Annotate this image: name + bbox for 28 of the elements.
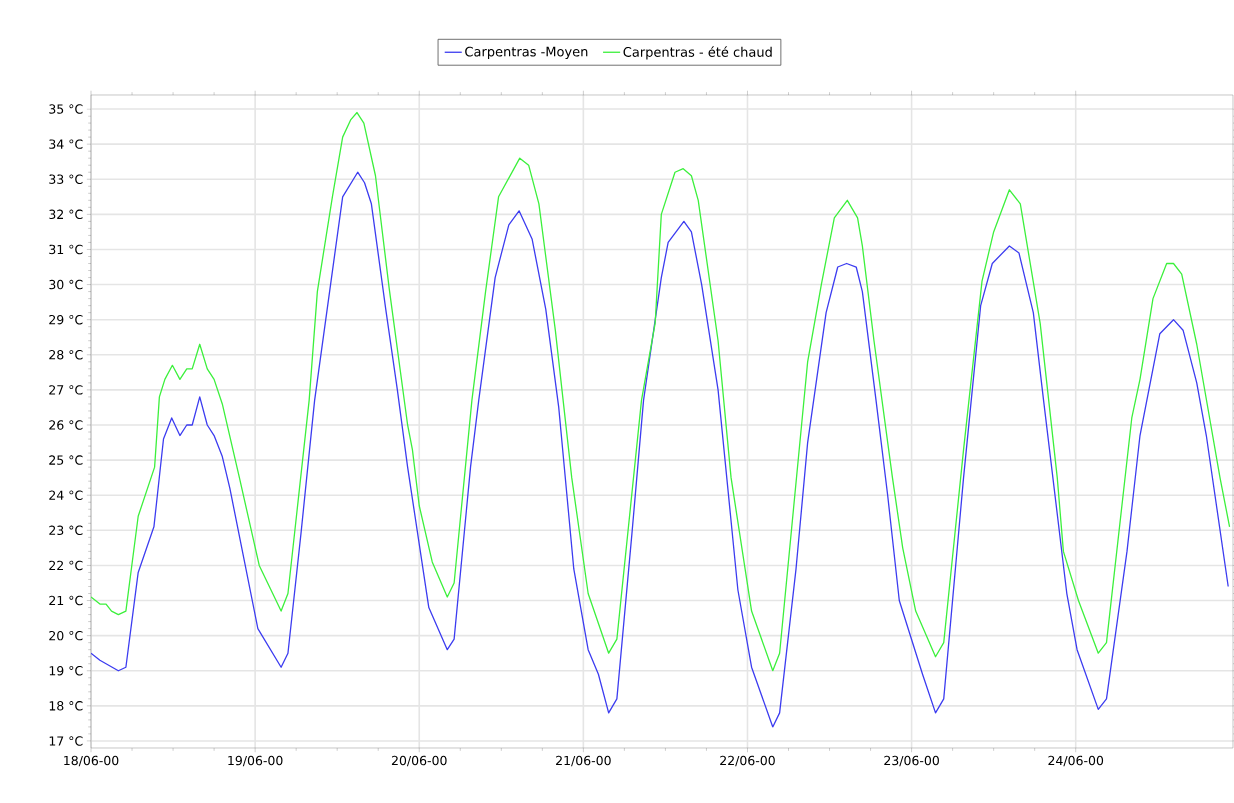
y-tick-label: 30 °C — [49, 279, 83, 290]
x-tick-label: 19/06-00 — [228, 755, 283, 767]
y-tick-label: 35 °C — [49, 104, 83, 114]
y-tick-label: 23 °C — [49, 525, 83, 536]
y-tick-label: 34 °C — [49, 139, 83, 149]
x-tick-label: 20/06-00 — [391, 755, 447, 767]
legend-label: Carpentras -Moyen — [465, 46, 588, 60]
y-tick-label: 27 °C — [49, 385, 83, 395]
y-tick-label: 24 °C — [49, 490, 83, 500]
x-tick-label: 23/06-00 — [884, 755, 939, 767]
y-tick-label: 32 °C — [49, 209, 83, 220]
x-tick-label: 22/06-00 — [720, 755, 775, 767]
y-tick-label: 17 °C — [49, 736, 83, 746]
x-tick-label: 24/06-00 — [1048, 755, 1104, 767]
y-tick-label: 29 °C — [49, 314, 83, 325]
legend-label: Carpentras - été chaud — [623, 46, 772, 60]
x-tick-label: 18/06-00 — [64, 755, 119, 767]
y-tick-label: 19 °C — [49, 666, 83, 676]
y-tick-label: 31 °C — [49, 244, 83, 255]
y-tick-label: 33 °C — [49, 174, 83, 184]
y-tick-label: 28 °C — [49, 350, 83, 360]
y-tick-label: 18 °C — [49, 701, 83, 711]
y-tick-label: 20 °C — [49, 630, 83, 641]
y-tick-label: 25 °C — [49, 455, 83, 465]
y-tick-label: 21 °C — [49, 595, 83, 606]
x-tick-label: 21/06-00 — [556, 755, 611, 767]
y-tick-label: 26 °C — [49, 420, 83, 430]
y-tick-label: 22 °C — [49, 560, 83, 571]
